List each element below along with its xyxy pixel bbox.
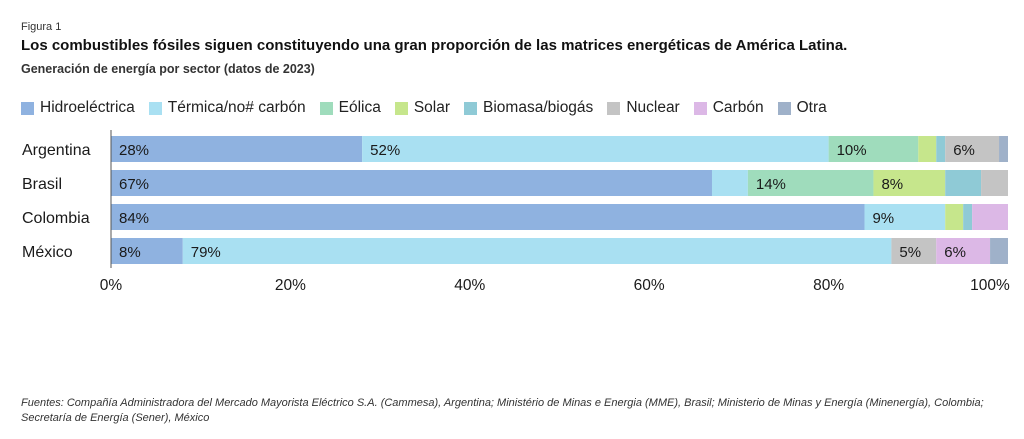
- legend-item-biomasa-biogas: Biomasa/biogás: [464, 99, 593, 117]
- legend-label: Biomasa/biogás: [483, 99, 594, 116]
- legend-label: Solar: [413, 99, 451, 116]
- data-label: 8%: [881, 176, 903, 193]
- x-tick-label: 20%: [275, 277, 306, 294]
- data-label: 84%: [119, 210, 149, 227]
- x-tick-label: 0%: [100, 277, 123, 294]
- bar-colombia-hidroelectrica: [111, 204, 865, 230]
- bar-argentina-hidroelectrica: [111, 136, 363, 162]
- bar-argentina-termica-no-carbon: [362, 136, 829, 162]
- legend-swatch: [21, 101, 34, 115]
- sources-note: Fuentes: Compañía Administradora del Mer…: [21, 397, 984, 424]
- bar-mexico-nuclear: [891, 238, 937, 264]
- legend-swatch: [319, 101, 333, 115]
- bar-brasil-solar: [873, 170, 946, 196]
- legend-label: Nuclear: [626, 99, 680, 116]
- legend-item-hidroelectrica: Hidroeléctrica: [21, 99, 135, 117]
- x-tick-label: 80%: [813, 277, 844, 294]
- legend-label: Eólica: [338, 99, 381, 116]
- bar-colombia-carbon: [972, 204, 1008, 230]
- legend-item-otra: Otra: [777, 99, 827, 117]
- bar-brasil-biomasa-biogas: [945, 170, 982, 196]
- legend-label: Carbón: [712, 99, 764, 116]
- bar-mexico-carbon: [936, 238, 991, 264]
- legend-label: Térmica/no# carbón: [167, 99, 306, 116]
- data-label: 5%: [899, 244, 921, 261]
- bar-mexico-otra: [990, 238, 1008, 264]
- bar-brasil-hidroelectrica: [111, 170, 712, 196]
- category-label-argentina: Argentina: [22, 142, 91, 159]
- bar-brasil-nuclear: [981, 170, 1008, 196]
- bar-argentina-nuclear: [945, 136, 1000, 162]
- legend-swatch: [777, 101, 791, 115]
- bar-colombia-termica-no-carbon: [864, 204, 946, 230]
- chart-title: Los combustibles fósiles siguen constitu…: [21, 37, 848, 54]
- data-label: 9%: [872, 210, 894, 227]
- legend-swatch: [693, 101, 707, 115]
- bar-brasil-eolica: [747, 170, 874, 196]
- bar-brasil-termica-no-carbon: [711, 170, 748, 196]
- legend-item-solar: Solar: [394, 99, 451, 117]
- bar-colombia-solar: [945, 204, 964, 230]
- data-label: 8%: [119, 244, 141, 261]
- x-tick-label: 40%: [454, 277, 485, 294]
- bar-colombia-biomasa-biogas: [963, 204, 973, 230]
- bar-argentina-biomasa-biogas: [936, 136, 946, 162]
- legend-swatch: [394, 101, 408, 115]
- data-label: 79%: [191, 244, 221, 261]
- chart-subtitle: Generación de energía por sector (datos …: [21, 62, 315, 76]
- x-tick-label: 100%: [970, 277, 1010, 294]
- chart-legend: Hidroeléctrica Térmica/no# carbón Eólica So…: [21, 99, 827, 117]
- data-label: 52%: [370, 142, 400, 159]
- data-label: 67%: [119, 176, 149, 193]
- category-label-brasil: Brasil: [22, 176, 62, 193]
- stacked-bar-chart: Argentina 28% 52% 10% 6% Brasil 67% 14% 8% Colomb…: [22, 130, 1010, 294]
- bar-mexico-hidroelectrica: [111, 238, 183, 264]
- legend-item-carbon: Carbón: [693, 99, 764, 117]
- figure-label: Figura 1: [21, 21, 62, 33]
- legend-item-nuclear: Nuclear: [607, 99, 680, 117]
- category-label-mexico: México: [22, 244, 73, 261]
- data-label: 6%: [953, 142, 975, 159]
- bar-mexico-termica-no-carbon: [182, 238, 892, 264]
- bar-argentina-solar: [918, 136, 937, 162]
- data-label: 6%: [944, 244, 966, 261]
- data-label: 14%: [756, 176, 786, 193]
- data-label: 28%: [119, 142, 149, 159]
- data-label: 10%: [837, 142, 867, 159]
- legend-item-eolica: Eólica: [319, 99, 381, 117]
- bar-argentina-otra: [999, 136, 1008, 162]
- category-label-colombia: Colombia: [22, 210, 90, 227]
- legend-item-termica-no-carbon: Térmica/no# carbón: [148, 99, 306, 117]
- legend-swatch: [607, 101, 621, 115]
- legend-swatch: [464, 101, 478, 115]
- legend-swatch: [148, 101, 162, 115]
- legend-label: Otra: [796, 99, 827, 116]
- bar-argentina-eolica: [828, 136, 919, 162]
- legend-label: Hidroeléctrica: [40, 99, 135, 116]
- x-tick-label: 60%: [634, 277, 665, 294]
